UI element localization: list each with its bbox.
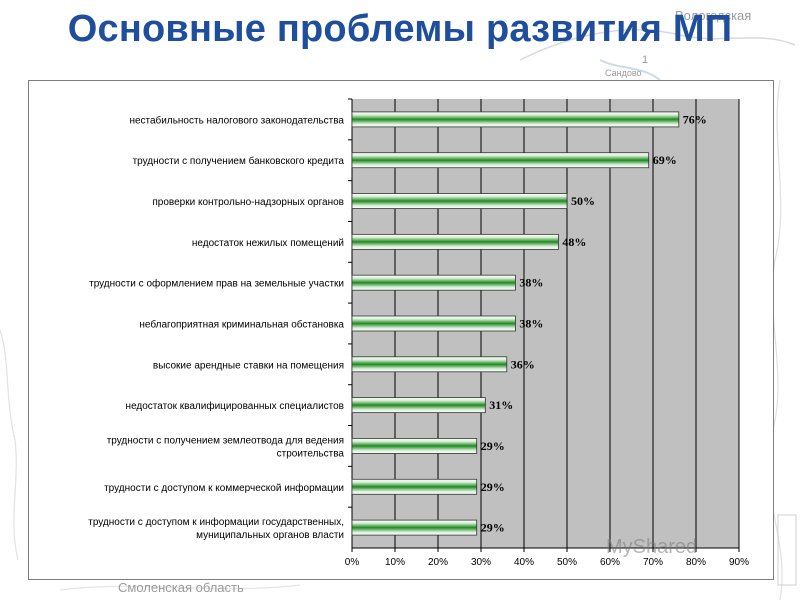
map-label-number: 1	[642, 54, 649, 66]
slide-title: Основные проблемы развития МП	[67, 8, 733, 50]
category-label: муниципальных органов власти	[196, 530, 344, 541]
map-label-smolensk: Смоленская область	[118, 580, 244, 595]
category-label: трудности с оформлением прав на земельны…	[89, 278, 344, 290]
category-label: высокие арендные ставки на помещения	[153, 360, 344, 371]
bar	[351, 193, 568, 209]
category-label: трудности с получением землеотвода для в…	[107, 435, 344, 446]
x-tick-label: 10%	[385, 557, 405, 568]
category-label: строительства	[277, 448, 345, 459]
category-label: нестабильность налогового законодательст…	[129, 114, 344, 126]
bar-value-label: 29%	[481, 480, 505, 494]
x-tick-label: 70%	[643, 557, 663, 568]
x-tick-label: 20%	[428, 557, 448, 568]
labels-layer: 0% 10% 20% 30% 40% 50% 60% 70% 80% 90% 76% нестабил…	[88, 112, 749, 568]
map-river	[599, 59, 661, 81]
bar	[351, 438, 478, 454]
bar-value-label: 38%	[519, 317, 543, 331]
bar-value-label: 31%	[489, 398, 513, 412]
bar	[351, 233, 559, 250]
bar	[351, 152, 650, 169]
bar-value-label: 69%	[653, 153, 677, 167]
bar	[351, 111, 680, 128]
category-label: трудности с доступом к информации госуда…	[88, 516, 344, 528]
map-border-north	[519, 29, 796, 61]
bar	[351, 274, 516, 291]
map-label-sandovo: Сандово	[605, 68, 642, 78]
x-tick-label: 90%	[729, 557, 749, 568]
category-label: трудности с доступом к коммерческой инфо…	[104, 482, 344, 494]
category-label: недостаток нежилых помещений	[192, 238, 344, 249]
bar	[351, 478, 478, 495]
bar	[351, 397, 486, 414]
bar-value-label: 29%	[481, 521, 505, 535]
x-tick-label: 40%	[514, 557, 534, 568]
category-label: недостаток квалифицированных специалисто…	[126, 400, 344, 412]
bar-value-label: 76%	[683, 112, 707, 126]
watermark: MyShared	[606, 536, 698, 558]
bar	[351, 519, 478, 536]
category-label: трудности с получением банковского креди…	[133, 155, 345, 167]
category-label: проверки контрольно-надзорных органов	[152, 197, 344, 208]
map-border-south	[59, 584, 301, 591]
x-tick-label: 80%	[686, 557, 706, 568]
bar-value-label: 29%	[481, 439, 505, 453]
bar-value-label: 38%	[519, 276, 543, 290]
plot-area	[348, 98, 740, 552]
bar	[351, 315, 516, 332]
x-tick-label: 50%	[557, 557, 577, 568]
map-label-vologda: Вологодская	[675, 8, 752, 23]
map-block-right	[777, 514, 797, 586]
bar	[351, 356, 508, 373]
map-border-west	[0, 329, 19, 561]
x-tick-label: 30%	[471, 557, 491, 568]
bar-value-label: 36%	[511, 357, 535, 371]
bar-value-label: 50%	[571, 194, 595, 208]
bar-chart: 0% 10% 20% 30% 40% 50% 60% 70% 80% 90% 76% нестабил…	[88, 98, 749, 568]
chart-frame: 0% 10% 20% 30% 40% 50% 60% 70% 80% 90% 76% нестабил…	[28, 80, 774, 580]
bar-value-label: 48%	[562, 235, 586, 249]
x-tick-label: 0%	[345, 557, 360, 568]
category-label: неблагоприятная криминальная обстановка	[139, 319, 344, 331]
map-border-east	[767, 79, 783, 600]
x-tick-label: 60%	[600, 557, 620, 568]
